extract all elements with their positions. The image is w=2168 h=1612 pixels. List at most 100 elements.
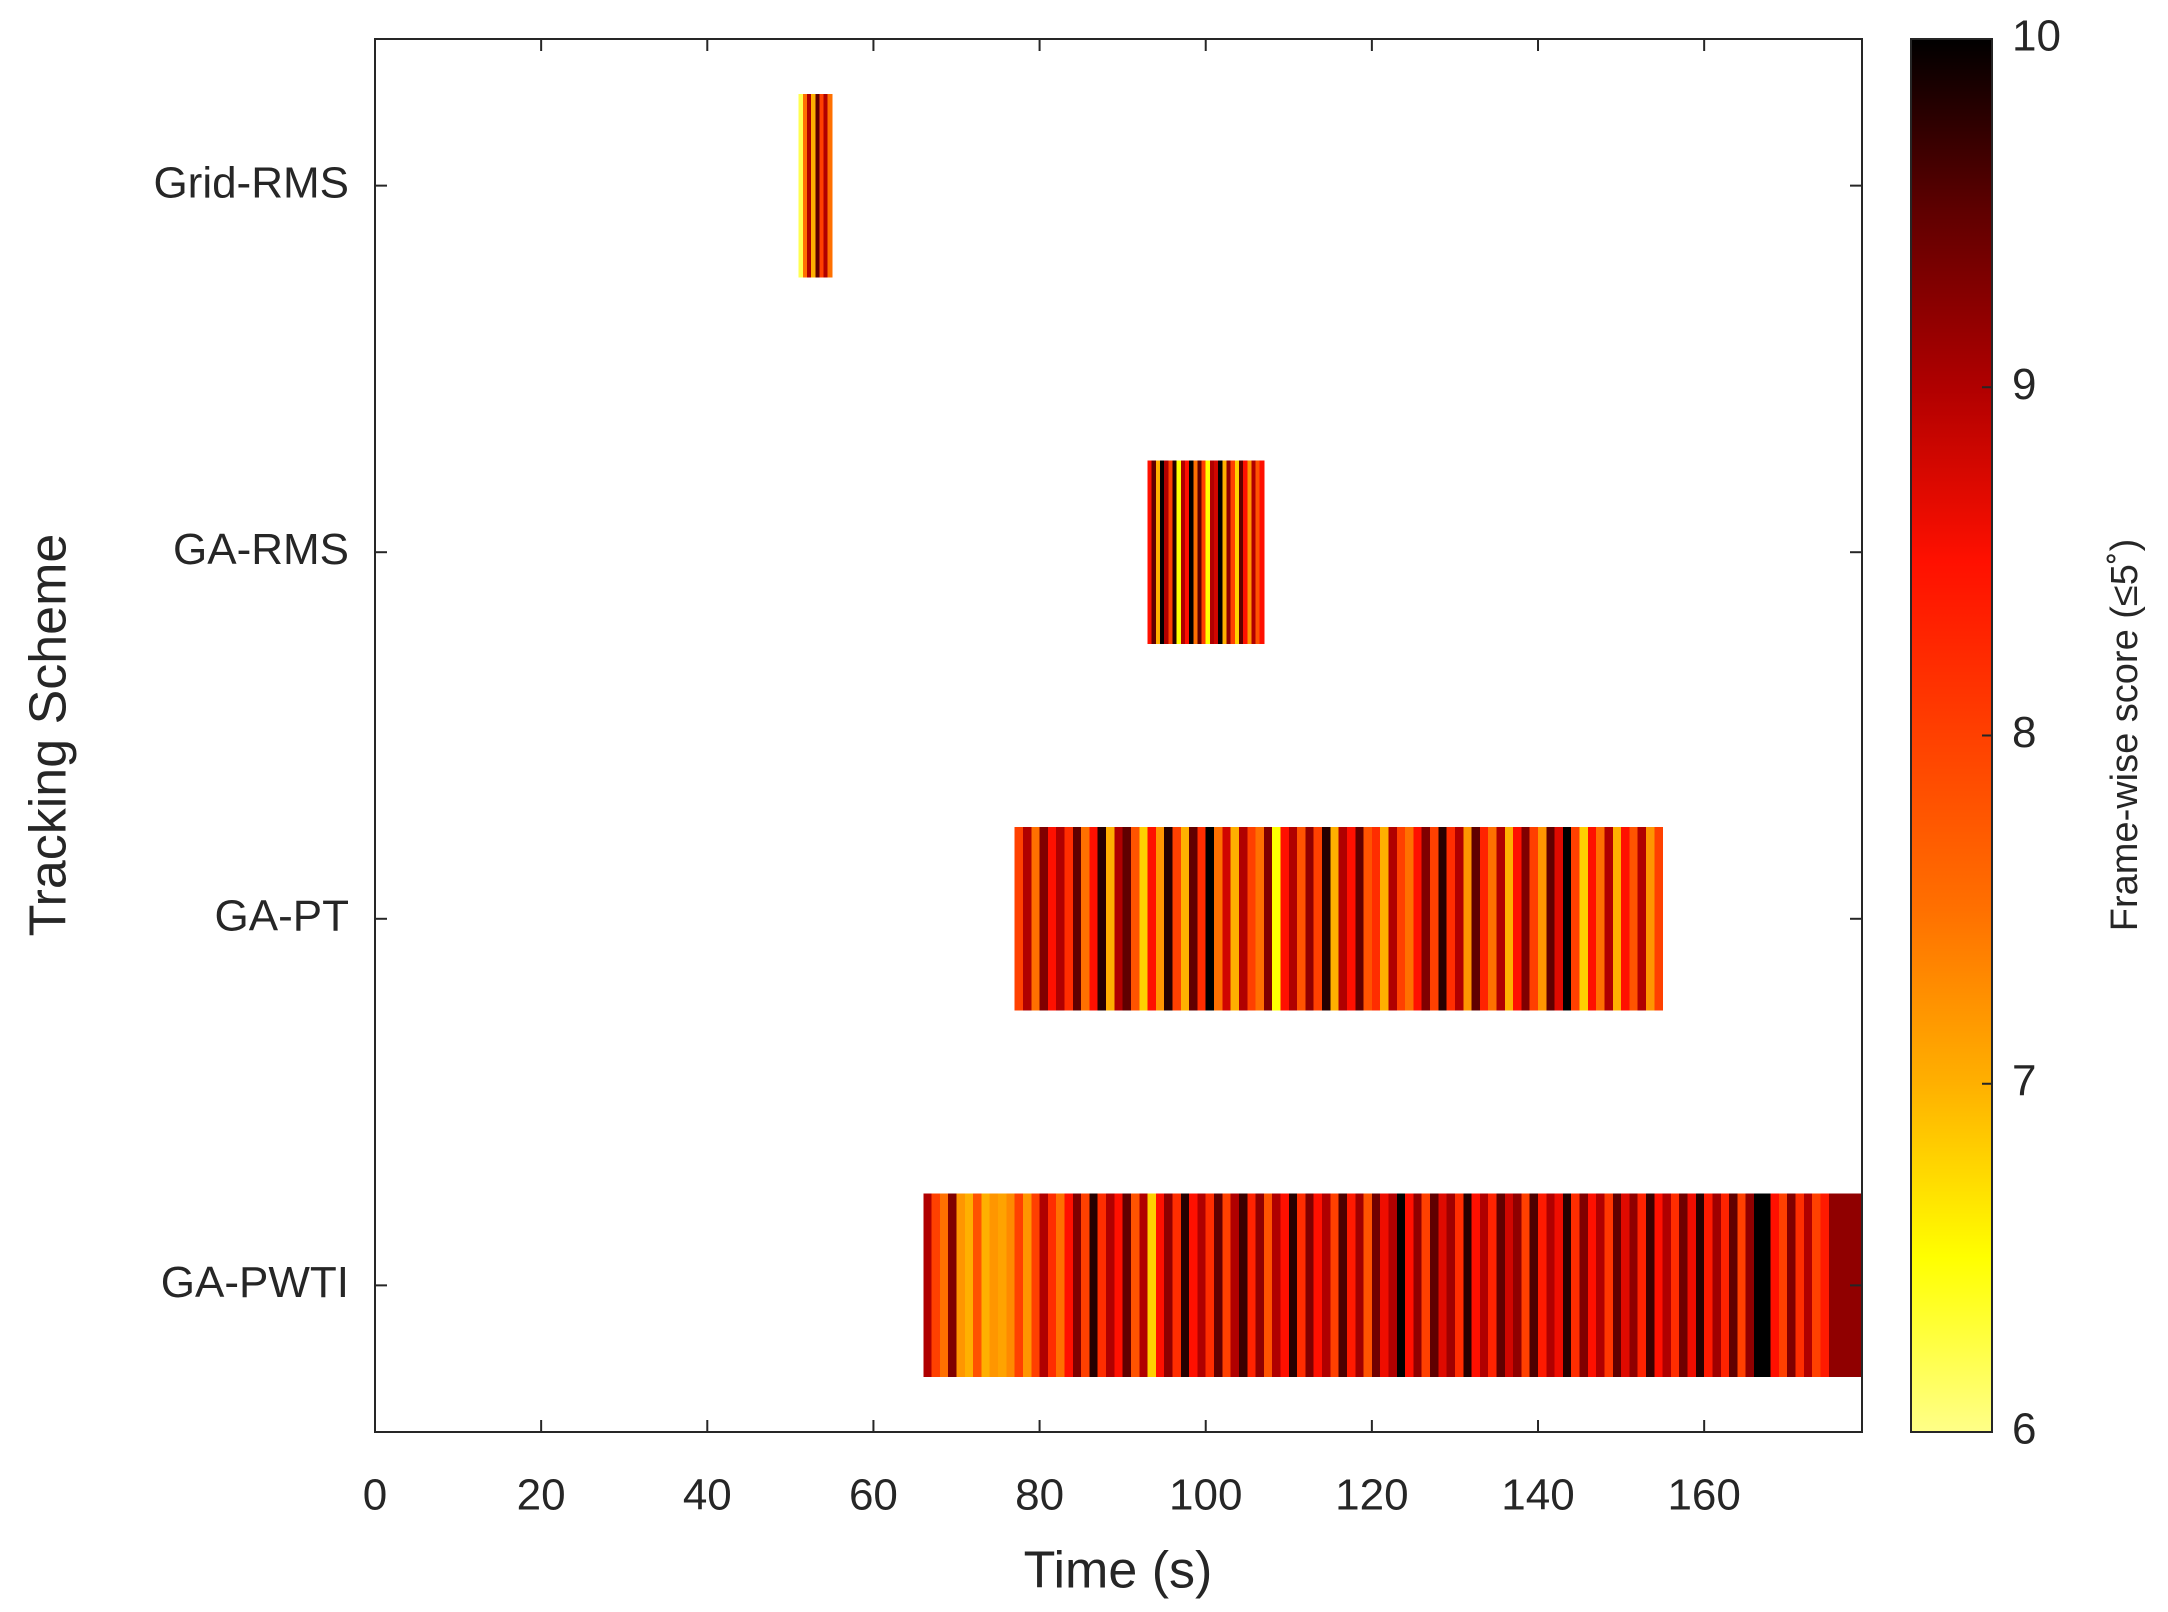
stripe [1621, 1193, 1630, 1378]
stripe [1197, 460, 1203, 644]
stripe [802, 93, 808, 278]
stripe [1463, 1193, 1473, 1378]
stripe [1646, 1193, 1655, 1378]
stripe [1322, 1193, 1331, 1378]
stripe [1338, 827, 1348, 1011]
stripe [1754, 1193, 1763, 1378]
stripe [1272, 1193, 1282, 1378]
stripe [1230, 1193, 1240, 1378]
stripe [1463, 827, 1473, 1011]
stripe [1251, 460, 1257, 644]
stripe [1072, 827, 1082, 1011]
stripe [1164, 827, 1174, 1011]
stripe [1197, 1193, 1207, 1378]
stripe [1670, 1193, 1680, 1378]
stripe [1704, 1193, 1714, 1378]
stripe [1209, 460, 1215, 644]
stripe [1047, 827, 1057, 1011]
stripe [1247, 460, 1253, 644]
stripe [1114, 1193, 1124, 1378]
stripe [1014, 1193, 1024, 1378]
x-tick-label: 80 [1015, 1471, 1064, 1520]
stripe [1313, 827, 1323, 1011]
stripe [1538, 827, 1547, 1011]
stripe [1596, 827, 1606, 1011]
stripe [1471, 1193, 1481, 1378]
stripe [1587, 1193, 1597, 1378]
row [1147, 460, 1265, 644]
stripe [1288, 1193, 1298, 1378]
stripe [923, 1193, 933, 1378]
stripe [1554, 827, 1564, 1011]
stripe [1820, 1193, 1830, 1378]
stripe [981, 1193, 991, 1378]
stripe [1139, 1193, 1149, 1378]
colorbar-tick-label: 8 [2012, 708, 2036, 757]
stripe [1587, 827, 1597, 1011]
x-tick-label: 0 [363, 1471, 387, 1520]
stripe [939, 1193, 949, 1378]
stripe [1737, 1193, 1747, 1378]
colorbar-tick-label: 7 [2012, 1056, 2036, 1105]
stripe [1604, 827, 1614, 1011]
stripe [1778, 1193, 1788, 1378]
stripe [1180, 1193, 1190, 1378]
stripe [1546, 827, 1556, 1011]
stripe [1521, 1193, 1531, 1378]
stripe [1471, 827, 1481, 1011]
stripe [1172, 460, 1178, 644]
stripe [1330, 1193, 1340, 1378]
stripe [798, 93, 804, 278]
stripe [1629, 1193, 1639, 1378]
stripe [1388, 827, 1398, 1011]
stripe [1562, 827, 1572, 1011]
stripe [819, 93, 825, 278]
stripe [1346, 1193, 1356, 1378]
stripe [1745, 1193, 1755, 1378]
stripe [811, 93, 816, 278]
stripe [1280, 1193, 1290, 1378]
stripe [1612, 1193, 1622, 1378]
stripe [1488, 1193, 1498, 1378]
stripe [1031, 1193, 1041, 1378]
stripe [1837, 1193, 1846, 1378]
colorbar [1910, 38, 1993, 1433]
stripe [1513, 1193, 1523, 1378]
stripe [1259, 460, 1265, 644]
stripe [1263, 1193, 1273, 1378]
stripe [1047, 1193, 1057, 1378]
stripe [1562, 1193, 1572, 1378]
stripe [1014, 827, 1024, 1011]
stripe [1089, 1193, 1099, 1378]
stripe [1446, 1193, 1456, 1378]
stripe [1513, 827, 1523, 1011]
stripe [1621, 827, 1630, 1011]
stripe [1554, 1193, 1564, 1378]
stripe [1247, 1193, 1257, 1378]
stripe [1812, 1193, 1822, 1378]
stripe [1039, 827, 1049, 1011]
stripe [1438, 827, 1448, 1011]
stripe [1662, 1193, 1672, 1378]
stripe [1180, 460, 1186, 644]
stripe [1571, 1193, 1581, 1378]
x-tick-label: 120 [1335, 1471, 1408, 1520]
stripe [1263, 827, 1273, 1011]
stripe [1297, 1193, 1307, 1378]
stripe [1114, 827, 1124, 1011]
stripe [1488, 827, 1498, 1011]
stripe [1313, 1193, 1323, 1378]
stripe [823, 93, 829, 278]
stripe [1770, 1193, 1780, 1378]
stripe [1097, 827, 1107, 1011]
stripe [1538, 1193, 1547, 1378]
stripe [1176, 460, 1182, 644]
stripe [1637, 1193, 1647, 1378]
stripe [1097, 1193, 1107, 1378]
stripe [1160, 460, 1165, 644]
stripe [1654, 827, 1664, 1011]
stripe [1147, 1193, 1157, 1378]
stripe [1122, 1193, 1132, 1378]
stripe [1305, 1193, 1315, 1378]
